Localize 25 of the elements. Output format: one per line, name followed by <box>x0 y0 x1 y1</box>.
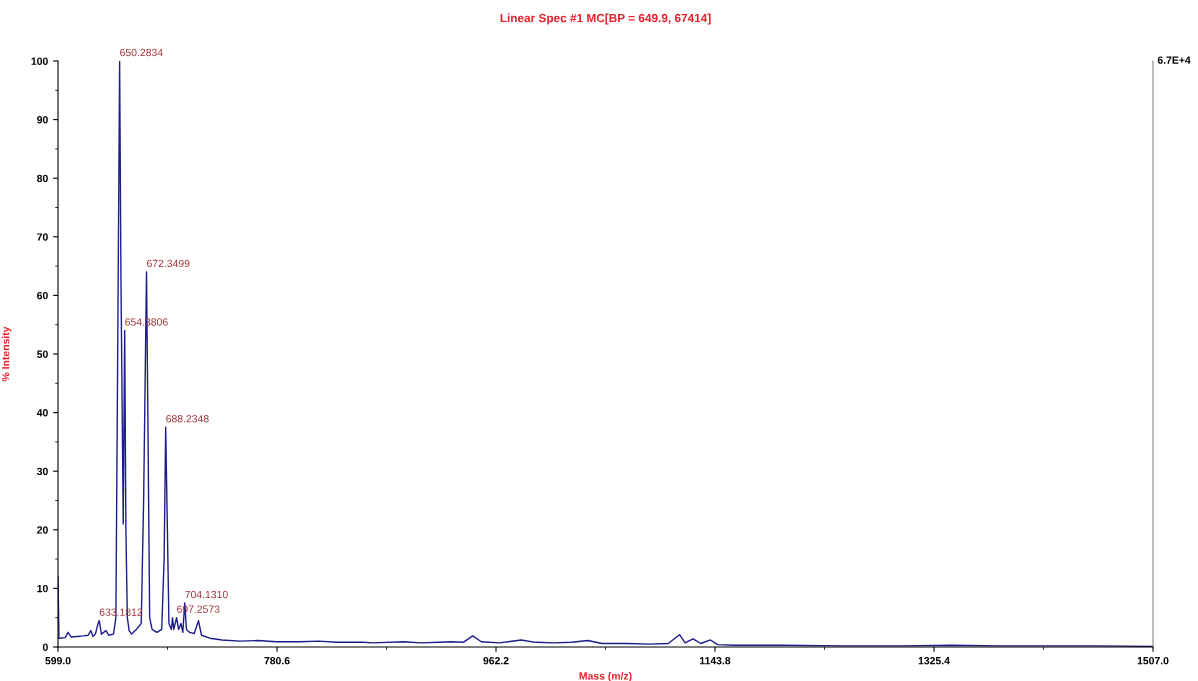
annotation: 688.2348 <box>166 415 209 423</box>
x-tick-label: 780.6 <box>264 657 290 665</box>
y-tick-label: 50 <box>37 350 48 358</box>
x-tick-label: 1325.4 <box>918 657 950 665</box>
y-tick-label: 90 <box>37 116 48 124</box>
y-tick-label: 100 <box>31 57 48 65</box>
annotation: 650.2834 <box>120 48 163 57</box>
y-tick-label: 80 <box>37 174 48 183</box>
y-tick-label: 60 <box>37 291 48 300</box>
y-tick-label: 40 <box>36 409 48 417</box>
x-tick-label: 1507.0 <box>1137 657 1169 665</box>
y-tick-label: 30 <box>36 467 48 476</box>
y-tick-label: 70 <box>37 233 48 241</box>
x-axis-title: Mass (m/z) <box>579 671 632 681</box>
x-tick-label: 962.2 <box>483 657 509 665</box>
y-tick-label: 20 <box>37 526 48 534</box>
y-tick-label: 10 <box>37 584 48 593</box>
y-tick-label: 0 <box>42 643 48 651</box>
annotation: 704.1310 <box>185 590 228 599</box>
text: 6.7E+4 <box>1157 56 1191 64</box>
annotation: 672.3499 <box>147 259 190 268</box>
x-tick-label: 599.0 <box>45 657 71 665</box>
x-tick-label: 1143.8 <box>700 657 731 665</box>
y-axis-title: % Intensity <box>1 326 12 382</box>
chart-title: Linear Spec #1 MC[BP = 649.9, 67414] <box>500 13 711 25</box>
